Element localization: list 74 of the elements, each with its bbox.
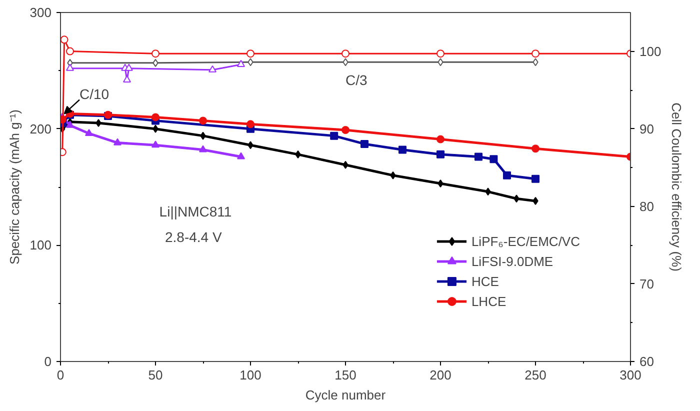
point [96,119,102,128]
y-axis-title: Specific capacity (mAh g⁻¹) [6,109,22,264]
point [532,196,538,205]
y2-tick-label: 100 [640,44,662,59]
legend-label: HCE [471,274,499,288]
point [66,47,74,56]
point [199,116,207,125]
point [490,155,498,164]
x-tick-label: 300 [620,368,642,382]
y2-axis-title: Cell Coulombic efficiency (%) [669,102,684,272]
y-tick-label: 100 [30,238,52,253]
point [342,160,348,169]
point [485,188,491,196]
point [532,58,538,66]
legend-label: LHCE [471,294,506,308]
point [124,64,133,71]
legend-label: LiPF₆-EC/EMC/VC [471,234,580,248]
annotation: C/3 [346,72,368,88]
y2-tick-label: 90 [640,121,654,136]
point [342,126,350,134]
point [390,171,396,180]
x-tick-label: 200 [430,368,452,382]
point [152,124,158,133]
point [532,174,540,183]
point [114,138,122,146]
x-tick-label: 150 [334,368,356,382]
point [438,180,444,188]
point [85,128,93,136]
point [246,120,254,128]
point [248,58,254,66]
point [342,58,348,66]
point [436,50,444,58]
point [295,150,301,158]
point [438,58,444,66]
annotation: 2.8-4.4 V [165,229,222,246]
point [398,146,406,154]
point [66,120,74,128]
x-tick-label: 0 [56,368,64,382]
point [152,50,160,58]
y-tick-label: 200 [30,121,52,136]
x-tick-label: 250 [524,368,546,382]
point [360,140,368,148]
y2-tick-label: 60 [640,354,654,369]
y2-tick-label: 80 [640,198,654,214]
point [436,135,444,144]
point [514,194,520,203]
x-tick-label: 50 [148,368,163,382]
point [199,145,207,152]
point [248,141,254,150]
annotation: C/10 [80,86,110,102]
point [532,144,540,153]
y2-tick-label: 70 [640,276,654,292]
point [152,58,158,67]
y-tick-label: 300 [30,5,52,20]
y-tick-label: 0 [44,354,52,369]
point [246,50,254,58]
point [60,36,68,44]
point [237,60,245,67]
x-tick-label: 100 [240,368,262,382]
point [532,50,540,58]
annotation: Li||NMC811 [159,204,232,220]
point [200,132,206,140]
point [342,50,350,58]
x-axis-title: Cycle number [305,388,386,402]
point [208,65,216,72]
point [330,132,338,140]
point [152,113,160,122]
point [503,171,511,180]
legend-label: LiFSI-9.0DME [471,254,554,268]
point [436,150,444,158]
point [474,152,482,161]
point [152,140,160,148]
point [237,152,245,160]
point [66,64,74,71]
